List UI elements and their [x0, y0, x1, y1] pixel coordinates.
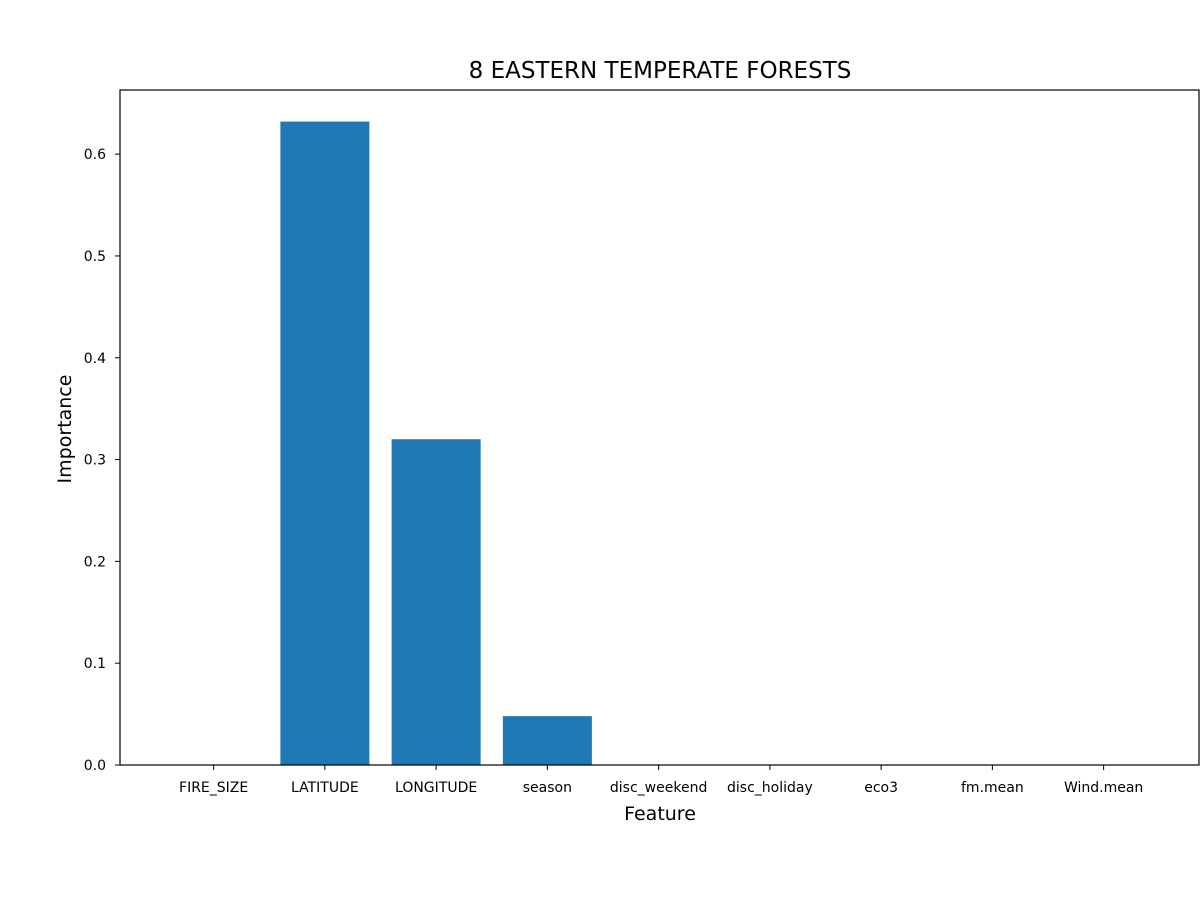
y-tick-label: 0.1 — [84, 656, 106, 672]
bars-layer — [280, 121, 592, 765]
x-tick-label: Wind.mean — [1064, 780, 1143, 796]
chart-title: 8 EASTERN TEMPERATE FORESTS — [469, 58, 852, 84]
bar-2 — [280, 121, 370, 765]
x-tick-label: season — [523, 780, 572, 796]
bar-3 — [391, 439, 481, 765]
plot-frame — [119, 89, 1200, 766]
x-tick-label: disc_holiday — [727, 780, 813, 796]
y-tick-label: 0.4 — [84, 351, 106, 367]
y-axis: 0.0 0.1 0.2 0.3 0.4 0.5 0.6 — [84, 147, 120, 774]
x-tick-label: disc_weekend — [610, 780, 707, 796]
x-tick-label: fm.mean — [961, 780, 1024, 796]
x-axis: FIRE_SIZE LATITUDE LONGITUDE season disc_wee… — [179, 765, 1143, 796]
x-axis-label: Feature — [624, 803, 696, 825]
y-axis-label: Importance — [54, 375, 76, 484]
x-tick-label: FIRE_SIZE — [179, 780, 248, 796]
bar-4 — [502, 716, 592, 765]
y-tick-label: 0.2 — [84, 554, 106, 570]
y-tick-label: 0.0 — [84, 758, 106, 774]
x-tick-label: LATITUDE — [291, 780, 359, 796]
y-tick-label: 0.6 — [84, 147, 106, 163]
y-tick-label: 0.3 — [84, 453, 106, 469]
x-tick-label: eco3 — [864, 780, 898, 796]
x-tick-label: LONGITUDE — [395, 780, 477, 796]
y-tick-label: 0.5 — [84, 249, 106, 265]
